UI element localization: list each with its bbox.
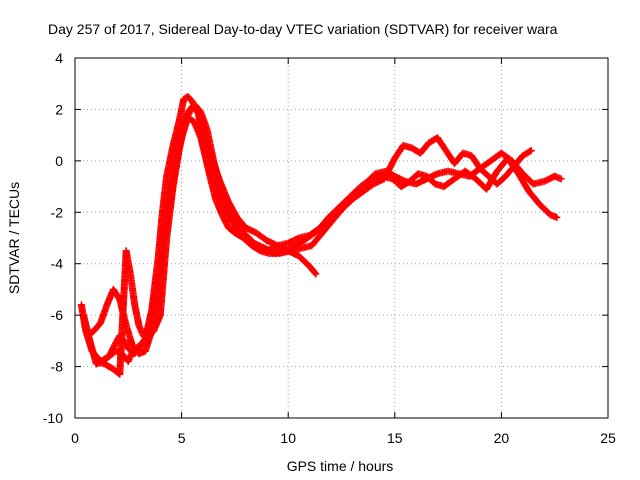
plot-border <box>74 57 609 419</box>
x-tick-label: 15 <box>387 430 403 446</box>
data-point-marker <box>311 269 319 277</box>
y-tick-label: 0 <box>55 153 63 169</box>
axes <box>74 57 609 419</box>
y-tick-label: -10 <box>43 410 63 426</box>
data-point <box>557 175 565 183</box>
x-axis-label: GPS time / hours <box>287 458 394 474</box>
series-track-d <box>92 103 320 378</box>
tick-labels: 0 5 10 15 20 25 -10 -8 -6 -4 -2 0 2 4 <box>43 50 616 446</box>
y-tick-label: -8 <box>51 359 64 375</box>
y-tick-label: -4 <box>51 256 64 272</box>
data-point <box>312 270 320 278</box>
chart-title: Day 257 of 2017, Sidereal Day-to-day VTE… <box>48 21 558 37</box>
x-tick-label: 20 <box>494 430 510 446</box>
x-tick-label: 5 <box>178 430 186 446</box>
y-axis-label: SDTVAR / TECUs <box>6 182 22 294</box>
y-tick-label: 2 <box>55 101 63 117</box>
x-tick-label: 25 <box>600 430 616 446</box>
data-point-marker <box>526 147 534 155</box>
y-tick-label: -2 <box>51 204 64 220</box>
y-tick-label: -6 <box>51 307 64 323</box>
x-tick-label: 0 <box>71 430 79 446</box>
data-point <box>553 213 561 221</box>
data-point <box>527 147 535 155</box>
y-tick-label: 4 <box>55 50 63 66</box>
data-points <box>77 93 565 378</box>
x-tick-label: 10 <box>280 430 296 446</box>
